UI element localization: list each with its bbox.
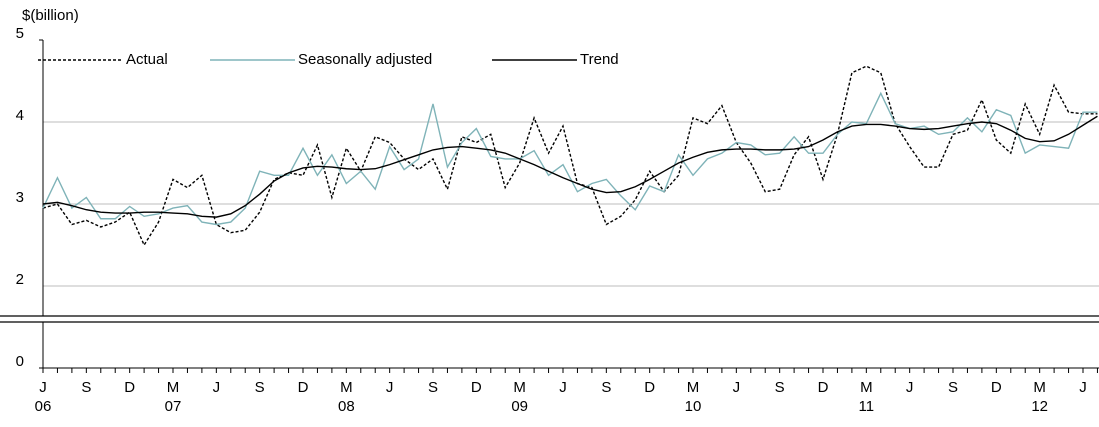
x-tick-label: J — [213, 379, 221, 396]
x-tick-label: M — [513, 379, 526, 396]
x-tick-label: J — [386, 379, 394, 396]
legend-label: Actual — [126, 51, 168, 68]
x-tick-label: S — [81, 379, 91, 396]
y-tick-label: 3 — [16, 189, 24, 206]
x-tick-label: J — [1079, 379, 1087, 396]
x-tick-label: M — [860, 379, 873, 396]
y-tick-label: 0 — [16, 353, 24, 370]
series-line — [42, 65, 1098, 247]
x-tick-label: S — [255, 379, 265, 396]
y-tick-label: 2 — [16, 271, 24, 288]
x-tick-label: D — [124, 379, 135, 396]
x-tick-label: J — [39, 379, 47, 396]
x-tick-label: M — [687, 379, 700, 396]
series-line — [42, 115, 1098, 218]
x-year-label: 10 — [685, 398, 702, 415]
series-line — [42, 91, 1098, 226]
x-tick-label: D — [471, 379, 482, 396]
x-year-label: 11 — [859, 398, 875, 415]
x-tick-label: D — [298, 379, 309, 396]
x-tick-label: D — [818, 379, 829, 396]
x-tick-label: J — [906, 379, 914, 396]
x-tick-label: S — [948, 379, 958, 396]
legend-label: Trend — [580, 51, 619, 68]
y-axis-label: $(billion) — [22, 7, 79, 24]
x-tick-label: M — [1033, 379, 1046, 396]
x-tick-label: S — [428, 379, 438, 396]
x-tick-label: S — [775, 379, 785, 396]
y-tick-label: 4 — [16, 107, 24, 124]
x-year-label: 07 — [165, 398, 182, 415]
x-year-label: 08 — [338, 398, 355, 415]
legend-label: Seasonally adjusted — [298, 51, 432, 68]
x-year-label: 09 — [511, 398, 528, 415]
x-tick-label: J — [733, 379, 741, 396]
y-tick-label: 5 — [16, 25, 24, 42]
x-tick-label: J — [559, 379, 567, 396]
x-tick-label: M — [167, 379, 180, 396]
x-tick-label: M — [340, 379, 353, 396]
x-tick-label: D — [991, 379, 1002, 396]
x-year-label: 12 — [1031, 398, 1048, 415]
x-tick-label: S — [601, 379, 611, 396]
x-tick-label: D — [644, 379, 655, 396]
x-year-label: 06 — [35, 398, 52, 415]
